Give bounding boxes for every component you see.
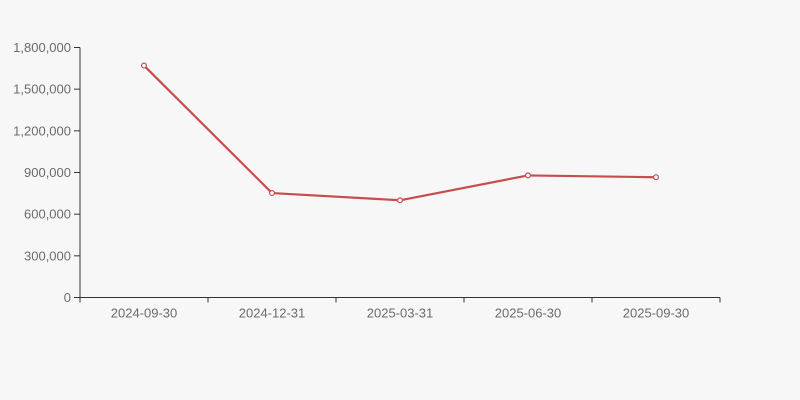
data-point-marker[interactable]	[397, 197, 404, 204]
data-point-marker[interactable]	[269, 190, 276, 197]
series-line	[142, 64, 658, 202]
y-axis-tick-label: 0	[64, 290, 71, 305]
y-axis-tick-label: 600,000	[24, 207, 71, 222]
y-axis-tick-label: 1,800,000	[13, 40, 71, 55]
data-point-marker[interactable]	[141, 62, 148, 69]
data-point-marker[interactable]	[652, 174, 659, 181]
y-axis-tick-label: 900,000	[24, 165, 71, 180]
x-axis-label: 2024-12-31	[239, 306, 306, 321]
x-axis-label: 2025-03-31	[367, 306, 434, 321]
x-axis-label: 2025-06-30	[495, 306, 562, 321]
y-axis-tick-label: 300,000	[24, 248, 71, 263]
x-axis-label: 2025-09-30	[623, 306, 690, 321]
y-axis-tick-label: 1,200,000	[13, 123, 71, 138]
data-point-marker[interactable]	[524, 172, 531, 179]
y-axis-tick-label: 1,500,000	[13, 82, 71, 97]
x-axis-label: 2024-09-30	[111, 306, 178, 321]
